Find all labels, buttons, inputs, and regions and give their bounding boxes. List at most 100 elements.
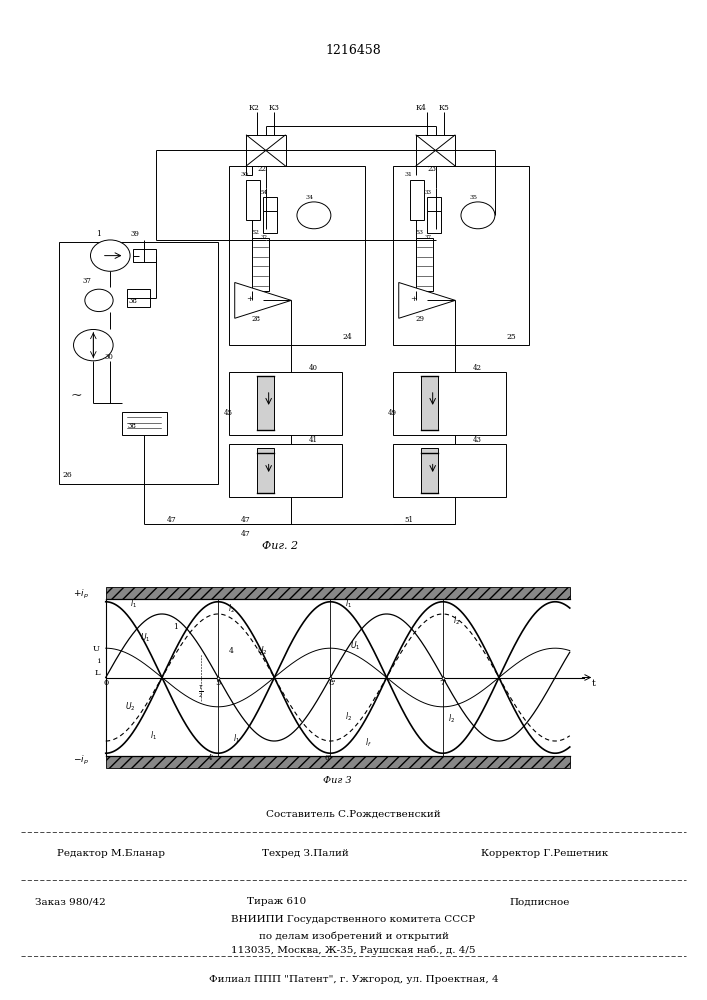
Bar xyxy=(257,376,274,430)
Text: $-i_p$: $-i_p$ xyxy=(73,754,88,767)
Text: 6': 6' xyxy=(325,754,331,762)
Text: К5: К5 xyxy=(438,104,449,112)
Text: $l_2$: $l_2$ xyxy=(448,712,455,725)
Text: Фиг. 2: Фиг. 2 xyxy=(262,541,298,551)
Text: ВНИИПИ Государственного комитета СССР: ВНИИПИ Государственного комитета СССР xyxy=(231,916,476,924)
Text: i: i xyxy=(98,657,100,665)
Text: 42: 42 xyxy=(472,364,481,372)
Text: 51: 51 xyxy=(404,516,414,524)
Text: 53: 53 xyxy=(416,230,423,235)
Text: L: L xyxy=(94,669,100,677)
Text: 41: 41 xyxy=(308,436,317,444)
Circle shape xyxy=(461,202,495,229)
Text: Подписное: Подписное xyxy=(509,898,569,906)
Text: 39: 39 xyxy=(130,230,139,238)
Text: 40: 40 xyxy=(308,364,317,372)
Text: 37: 37 xyxy=(424,235,431,240)
Text: К4: К4 xyxy=(416,104,426,112)
Bar xyxy=(393,444,506,497)
Bar xyxy=(421,448,438,493)
Bar xyxy=(229,372,342,435)
Text: 1: 1 xyxy=(96,230,101,238)
Text: по делам изобретений и открытий: по делам изобретений и открытий xyxy=(259,931,448,941)
Bar xyxy=(229,166,365,345)
Text: 45: 45 xyxy=(223,409,233,417)
Text: $l_1$: $l_1$ xyxy=(130,598,137,610)
Bar xyxy=(127,289,150,307)
Bar xyxy=(393,372,506,435)
Text: $+i_p$: $+i_p$ xyxy=(73,588,88,601)
Text: $l_1$: $l_1$ xyxy=(150,730,157,742)
Bar xyxy=(263,211,277,233)
Bar xyxy=(106,587,570,599)
Text: $\frac{T}{2}$: $\frac{T}{2}$ xyxy=(199,684,204,700)
Text: $l_f$: $l_f$ xyxy=(365,737,371,749)
Text: 47: 47 xyxy=(240,530,250,538)
Text: 1216458: 1216458 xyxy=(326,43,381,56)
Text: ~: ~ xyxy=(71,389,82,403)
Text: 47: 47 xyxy=(240,516,250,524)
Text: Корректор Г.Решетник: Корректор Г.Решетник xyxy=(481,850,608,858)
Text: 29: 29 xyxy=(416,315,425,323)
Text: $U_1$: $U_1$ xyxy=(350,639,361,652)
Text: 0: 0 xyxy=(103,679,108,687)
Bar xyxy=(246,135,286,166)
Text: 49: 49 xyxy=(387,409,397,417)
Bar xyxy=(393,166,529,345)
Text: 113035, Москва, Ж-35, Раушская наб., д. 4/5: 113035, Москва, Ж-35, Раушская наб., д. … xyxy=(231,945,476,955)
Text: $U_2$: $U_2$ xyxy=(257,644,268,657)
Bar xyxy=(122,412,167,435)
Bar xyxy=(410,180,424,220)
Bar xyxy=(416,238,433,291)
Text: 35: 35 xyxy=(469,195,477,200)
Bar xyxy=(229,444,342,497)
Bar xyxy=(133,249,156,262)
Text: 47: 47 xyxy=(167,516,177,524)
Circle shape xyxy=(85,289,113,312)
Text: t: t xyxy=(592,679,596,688)
Text: 5: 5 xyxy=(216,679,221,687)
Bar xyxy=(427,197,441,220)
Text: К2: К2 xyxy=(249,104,259,112)
Text: Техред З.Палий: Техред З.Палий xyxy=(262,850,349,858)
Circle shape xyxy=(90,240,130,271)
Text: 38: 38 xyxy=(129,297,137,305)
Text: 32: 32 xyxy=(260,235,267,240)
Text: Редактор М.Бланар: Редактор М.Бланар xyxy=(57,850,165,858)
Text: Составитель С.Рождественский: Составитель С.Рождественский xyxy=(267,810,440,818)
Text: Филиал ППП "Патент", г. Ужгород, ул. Проектная, 4: Филиал ППП "Патент", г. Ужгород, ул. Про… xyxy=(209,976,498,984)
Text: 34: 34 xyxy=(305,195,313,200)
Text: 52: 52 xyxy=(252,230,259,235)
Text: 4': 4' xyxy=(208,754,214,762)
Text: $l_2$: $l_2$ xyxy=(228,603,235,615)
Bar xyxy=(246,180,260,220)
Bar xyxy=(421,376,438,430)
Text: 30: 30 xyxy=(105,353,114,361)
Bar xyxy=(252,238,269,291)
Text: $l_2$: $l_2$ xyxy=(345,710,352,723)
Text: 30: 30 xyxy=(240,172,248,177)
Text: 8': 8' xyxy=(329,679,337,687)
Text: Заказ 980/42: Заказ 980/42 xyxy=(35,898,106,906)
Circle shape xyxy=(74,329,113,361)
Polygon shape xyxy=(399,282,455,318)
Text: 25: 25 xyxy=(506,333,516,341)
Text: $U_1$: $U_1$ xyxy=(140,632,151,644)
Text: 4: 4 xyxy=(229,647,234,655)
Circle shape xyxy=(297,202,331,229)
Text: 33: 33 xyxy=(424,190,431,195)
Text: U: U xyxy=(93,645,100,653)
Text: 22: 22 xyxy=(257,165,267,173)
Text: 23: 23 xyxy=(427,165,436,173)
Bar xyxy=(106,756,570,768)
Text: 31: 31 xyxy=(404,172,412,177)
Text: $l_1$: $l_1$ xyxy=(233,732,240,745)
Polygon shape xyxy=(235,282,291,318)
Text: Тираж 610: Тираж 610 xyxy=(247,898,307,906)
Text: $U_2$: $U_2$ xyxy=(125,700,136,713)
Text: $l_2$: $l_2$ xyxy=(452,615,460,627)
Text: +: + xyxy=(246,295,253,303)
Text: 54: 54 xyxy=(260,190,267,195)
Text: 43: 43 xyxy=(472,436,481,444)
Text: +: + xyxy=(410,295,417,303)
